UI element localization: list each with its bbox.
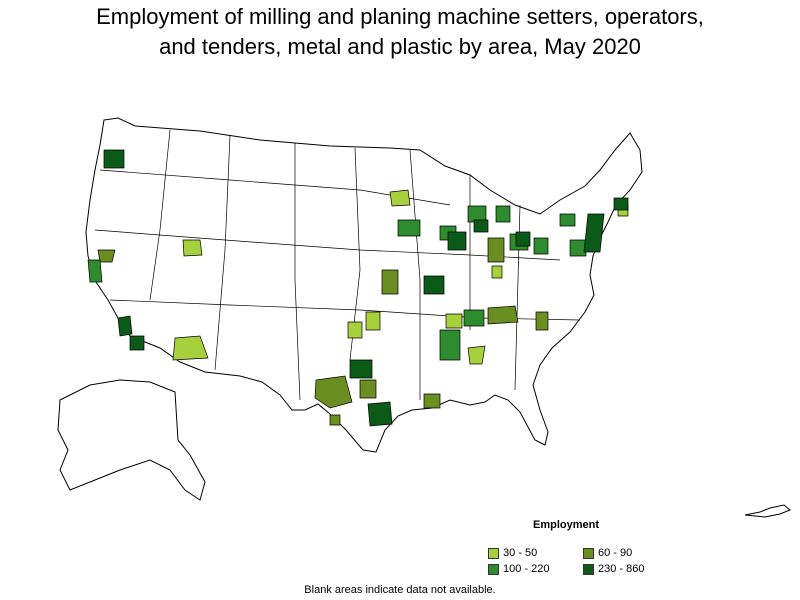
legend-item-60-90: 60 - 90: [583, 547, 632, 559]
area-texas-dallas: [349, 359, 373, 379]
area-indiana: [487, 237, 505, 263]
area-texas-houston: [367, 401, 393, 427]
legend-label-230-860: 230 - 860: [598, 563, 645, 575]
legend-swatch-60-90: [583, 547, 594, 559]
title-line-1: Employment of milling and planing machin…: [96, 4, 704, 29]
footnote: Blank areas indicate data not available.: [304, 584, 496, 596]
legend-item-30-50: 30 - 50: [488, 547, 537, 559]
area-illinois-chicago: [447, 231, 467, 251]
area-louisiana: [423, 393, 441, 409]
regions-60-90: [97, 237, 549, 426]
area-minnesota-south: [397, 219, 421, 237]
area-idaho-boise: [182, 239, 203, 257]
area-kansas: [381, 269, 399, 295]
legend-item-100-220: 100 - 220: [488, 563, 549, 575]
legend-swatch-100-220: [488, 563, 499, 575]
area-oregon-portland: [103, 149, 125, 169]
area-california-north: [97, 249, 116, 263]
alaska-outline: [57, 379, 206, 501]
legend-swatch-30-50: [488, 547, 499, 559]
area-indiana-south: [491, 265, 503, 279]
area-new-england-1: [613, 197, 629, 211]
area-missouri: [423, 275, 445, 295]
area-oklahoma: [347, 321, 363, 339]
area-texas-central: [359, 379, 377, 399]
area-wisconsin-mil: [473, 219, 489, 233]
title-line-2: and tenders, metal and plastic by area, …: [159, 34, 641, 59]
area-virginia: [535, 311, 549, 331]
area-northeast-coast: [583, 213, 605, 253]
area-tennessee-middle: [463, 309, 485, 327]
area-kentucky: [487, 305, 519, 325]
area-michigan-east: [495, 205, 511, 223]
area-california-bay: [87, 259, 103, 283]
area-mississippi: [439, 329, 461, 361]
legend-title: Employment: [533, 519, 600, 531]
area-new-york-west: [559, 213, 576, 227]
area-tennessee: [445, 313, 463, 329]
area-oklahoma-east: [365, 311, 381, 331]
area-texas-west: [314, 375, 353, 409]
regions-230-860: [103, 149, 629, 427]
area-michigan-west: [467, 205, 487, 223]
legend-label-60-90: 60 - 90: [598, 547, 633, 559]
area-california-la: [117, 315, 133, 337]
legend-item-230-860: 230 - 860: [583, 563, 644, 575]
area-arizona-tucson: [172, 335, 209, 361]
area-wisconsin-east: [389, 189, 411, 207]
area-california-sd: [129, 335, 145, 351]
area-pennsylvania: [569, 239, 587, 257]
area-alabama: [467, 345, 486, 365]
legend-label-100-220: 100 - 220: [503, 563, 550, 575]
legend-label-30-50: 30 - 50: [503, 547, 538, 559]
contiguous-us-outline: [85, 117, 643, 453]
map-title: Employment of milling and planing machin…: [0, 2, 800, 62]
hawaii-islands: [744, 504, 791, 518]
legend-swatch-230-860: [583, 563, 594, 575]
area-ohio-east: [533, 237, 549, 255]
regions-30-50: [172, 189, 629, 365]
area-michigan-detroit: [515, 231, 531, 247]
area-texas-south: [329, 414, 341, 426]
